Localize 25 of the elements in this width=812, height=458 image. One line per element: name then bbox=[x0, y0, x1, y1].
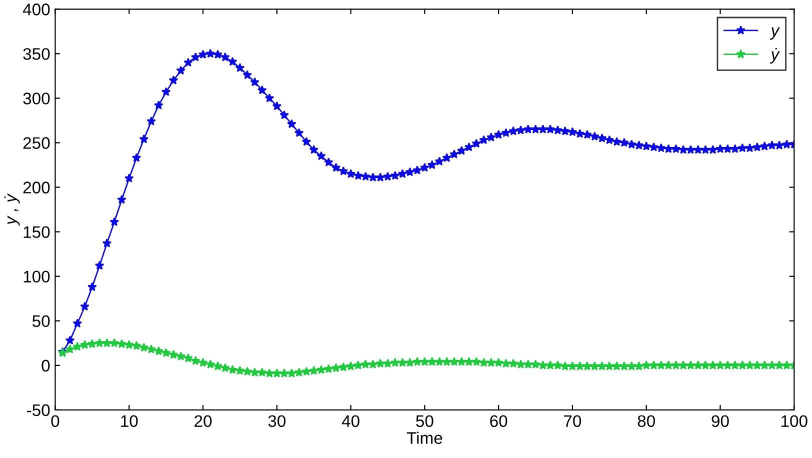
x-tick-label: 0 bbox=[51, 415, 60, 428]
y-tick-label: 350 bbox=[23, 48, 50, 60]
x-axis-title: Time bbox=[406, 432, 442, 444]
legend-label: y bbox=[770, 27, 780, 40]
y-tick-label: 0 bbox=[42, 360, 50, 372]
x-tick-label: 30 bbox=[268, 415, 286, 428]
x-tick-label: 10 bbox=[121, 415, 138, 428]
x-tick-label: 20 bbox=[194, 415, 212, 428]
y-tick-label: 400 bbox=[22, 4, 50, 16]
y-tick-label: 200 bbox=[23, 182, 50, 194]
x-tick-label: 100 bbox=[782, 415, 808, 428]
y-tick-label: 150 bbox=[24, 226, 50, 238]
x-tick-label: 40 bbox=[342, 415, 360, 428]
x-tick-label: 90 bbox=[712, 415, 729, 428]
x-tick-label: 80 bbox=[638, 415, 655, 428]
y-tick-label: 50 bbox=[32, 315, 50, 328]
y-tick-label: 250 bbox=[23, 137, 50, 149]
y-tick-label: -50 bbox=[27, 404, 50, 416]
x-tick-label: 70 bbox=[564, 415, 582, 428]
x-tick-label: 60 bbox=[490, 415, 508, 428]
y-axis-title: y , ẏ bbox=[4, 193, 20, 226]
y-tick-label: 300 bbox=[23, 92, 50, 104]
x-tick-label: 50 bbox=[416, 415, 434, 428]
y-tick-label: 100 bbox=[24, 270, 50, 283]
legend-label: ẏ bbox=[770, 48, 780, 64]
